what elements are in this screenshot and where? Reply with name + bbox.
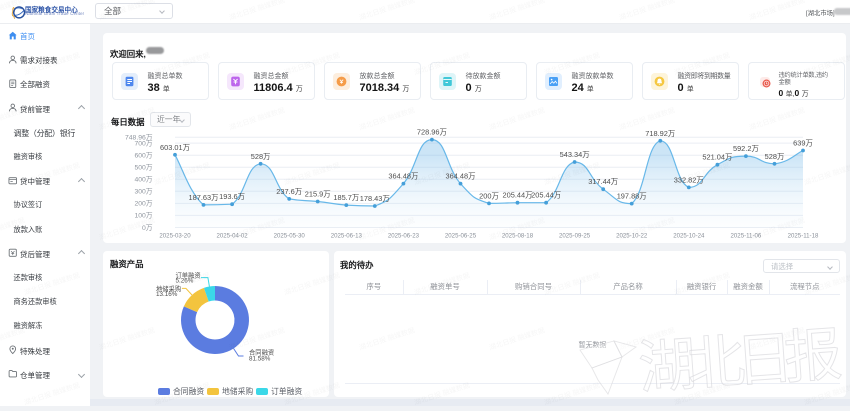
svg-text:700万: 700万 [134, 139, 152, 147]
svg-text:500万: 500万 [134, 164, 152, 172]
svg-text:2025-05-30: 2025-05-30 [274, 233, 306, 240]
svg-text:193.6万: 193.6万 [219, 192, 245, 201]
svg-text:748.96万: 748.96万 [125, 134, 153, 142]
svg-text:订单融资: 订单融资 [176, 270, 201, 279]
svg-text:5.26%: 5.26% [176, 278, 194, 285]
svg-text:592.2万: 592.2万 [733, 144, 759, 153]
svg-text:2025-11-18: 2025-11-18 [788, 233, 819, 240]
svg-text:205.44万: 205.44万 [531, 191, 561, 200]
svg-text:2025-06-13: 2025-06-13 [331, 233, 363, 240]
svg-text:2025-09-25: 2025-09-25 [559, 233, 591, 240]
svg-text:332.82万: 332.82万 [674, 175, 704, 184]
svg-text:185.7万: 185.7万 [333, 193, 359, 202]
svg-text:528万: 528万 [765, 152, 785, 161]
svg-text:603.01万: 603.01万 [160, 143, 190, 152]
svg-text:地储采购: 地储采购 [156, 284, 181, 293]
svg-text:2025-10-22: 2025-10-22 [616, 233, 648, 240]
svg-text:0万: 0万 [142, 224, 153, 232]
svg-text:2025-06-25: 2025-06-25 [445, 233, 477, 240]
svg-text:187.63万: 187.63万 [189, 193, 219, 202]
svg-text:178.43万: 178.43万 [360, 194, 390, 203]
svg-text:600万: 600万 [134, 152, 152, 160]
svg-text:364.48万: 364.48万 [446, 172, 476, 181]
svg-text:13.16%: 13.16% [156, 291, 178, 298]
svg-text:197.88万: 197.88万 [617, 192, 647, 201]
svg-text:300万: 300万 [134, 188, 152, 196]
svg-text:2025-11-06: 2025-11-06 [731, 233, 762, 240]
svg-text:2025-08-18: 2025-08-18 [502, 233, 534, 240]
svg-text:521.04万: 521.04万 [702, 153, 732, 162]
svg-text:205.44万: 205.44万 [503, 191, 533, 200]
svg-text:2025-04-02: 2025-04-02 [217, 233, 249, 240]
svg-text:200万: 200万 [479, 191, 499, 200]
svg-text:100万: 100万 [134, 212, 152, 220]
svg-text:364.48万: 364.48万 [388, 172, 418, 181]
svg-text:合同融资: 合同融资 [249, 347, 274, 356]
svg-text:400万: 400万 [134, 176, 152, 184]
svg-text:2025-06-23: 2025-06-23 [388, 233, 420, 240]
svg-text:237.6万: 237.6万 [276, 187, 302, 196]
svg-text:528万: 528万 [251, 152, 271, 161]
svg-text:728.96万: 728.96万 [417, 128, 447, 137]
svg-text:2025-10-24: 2025-10-24 [673, 233, 705, 240]
svg-text:200万: 200万 [134, 200, 152, 208]
svg-text:543.34万: 543.34万 [560, 150, 590, 159]
svg-text:215.9万: 215.9万 [305, 190, 331, 199]
svg-text:2025-03-20: 2025-03-20 [159, 233, 191, 240]
svg-text:81.58%: 81.58% [249, 355, 271, 362]
svg-text:718.92万: 718.92万 [645, 129, 675, 138]
svg-text:639万: 639万 [793, 139, 813, 148]
svg-text:317.44万: 317.44万 [588, 177, 618, 186]
